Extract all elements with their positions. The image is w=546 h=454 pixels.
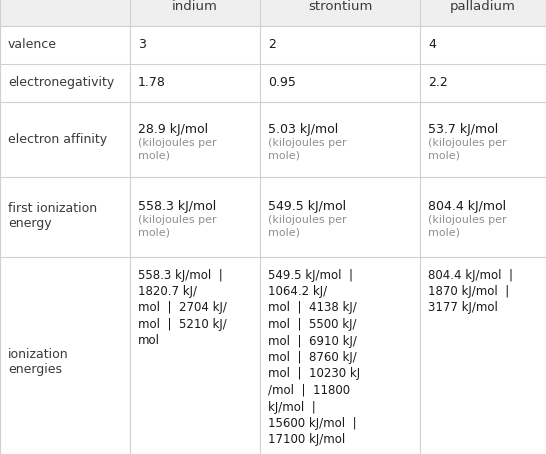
- Text: ionization
energies: ionization energies: [8, 347, 69, 375]
- Text: 804.4 kJ/mol  |
1870 kJ/mol  |
3177 kJ/mol: 804.4 kJ/mol | 1870 kJ/mol | 3177 kJ/mol: [428, 268, 513, 315]
- Text: indium: indium: [172, 0, 218, 13]
- Bar: [260, 0, 420, 25]
- Text: palladium: palladium: [450, 0, 516, 13]
- Text: 1.78: 1.78: [138, 76, 166, 89]
- Text: 804.4 kJ/mol: 804.4 kJ/mol: [428, 200, 506, 213]
- Text: strontium: strontium: [308, 0, 372, 13]
- Bar: [130, 0, 260, 25]
- Text: 558.3 kJ/mol: 558.3 kJ/mol: [138, 200, 216, 213]
- Text: 2.2: 2.2: [428, 76, 448, 89]
- Text: (kilojoules per
mole): (kilojoules per mole): [268, 138, 347, 160]
- Text: 549.5 kJ/mol  |
1064.2 kJ/
mol  |  4138 kJ/
mol  |  5500 kJ/
mol  |  6910 kJ/
mo: 549.5 kJ/mol | 1064.2 kJ/ mol | 4138 kJ/…: [268, 268, 360, 446]
- Text: 0.95: 0.95: [268, 76, 296, 89]
- Bar: [0, 0, 130, 25]
- Text: electronegativity: electronegativity: [8, 76, 114, 89]
- Text: 4: 4: [428, 38, 436, 51]
- Text: (kilojoules per
mole): (kilojoules per mole): [138, 138, 217, 160]
- Bar: [420, 0, 546, 25]
- Text: first ionization
energy: first ionization energy: [8, 202, 97, 231]
- Text: valence: valence: [8, 38, 57, 51]
- Text: 558.3 kJ/mol  |
1820.7 kJ/
mol  |  2704 kJ/
mol  |  5210 kJ/
mol: 558.3 kJ/mol | 1820.7 kJ/ mol | 2704 kJ/…: [138, 268, 227, 347]
- Text: 2: 2: [268, 38, 276, 51]
- Text: 28.9 kJ/mol: 28.9 kJ/mol: [138, 123, 208, 135]
- Text: 549.5 kJ/mol: 549.5 kJ/mol: [268, 200, 346, 213]
- Text: (kilojoules per
mole): (kilojoules per mole): [428, 138, 507, 160]
- Text: 53.7 kJ/mol: 53.7 kJ/mol: [428, 123, 498, 135]
- Text: 3: 3: [138, 38, 146, 51]
- Text: 5.03 kJ/mol: 5.03 kJ/mol: [268, 123, 339, 135]
- Text: electron affinity: electron affinity: [8, 133, 107, 145]
- Text: (kilojoules per
mole): (kilojoules per mole): [428, 215, 507, 238]
- Text: (kilojoules per
mole): (kilojoules per mole): [138, 215, 217, 238]
- Text: (kilojoules per
mole): (kilojoules per mole): [268, 215, 347, 238]
